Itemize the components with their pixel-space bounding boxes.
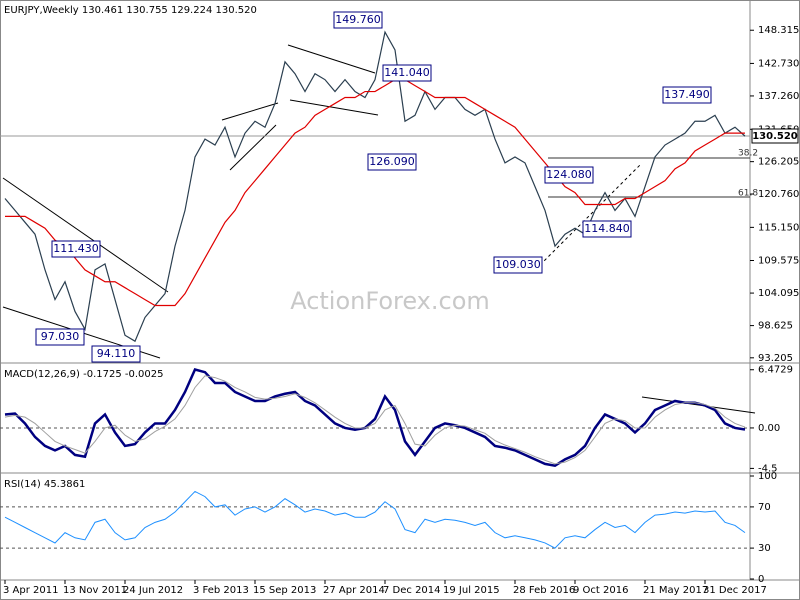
annotation: 111.430	[53, 242, 99, 255]
x-tick-label: 13 Nov 2011	[63, 585, 127, 596]
annotation-box	[51, 240, 101, 258]
x-tick-label: 27 Apr 2014	[323, 585, 385, 596]
y-tick-label: 30	[758, 543, 771, 554]
y-tick-label: 126.205	[758, 157, 799, 168]
trend-line	[289, 99, 379, 116]
annotation: 124.080	[546, 168, 592, 181]
annotation: 149.760	[335, 13, 381, 26]
annotation: 61.8	[738, 189, 758, 199]
x-tick-label: 15 Sep 2013	[253, 585, 316, 596]
series-line	[5, 79, 745, 307]
annotation-box	[91, 345, 141, 363]
y-tick-label: 120.760	[758, 189, 799, 200]
annotation-box	[662, 86, 712, 104]
annotation: 141.040	[384, 66, 430, 79]
annotation: 97.030	[41, 330, 80, 343]
annotation: 109.030	[495, 258, 541, 271]
annotation: 38.2	[738, 149, 758, 159]
trend-line	[287, 44, 376, 74]
y-tick-label: 93.205	[758, 353, 793, 364]
y-tick-label: 109.575	[758, 256, 799, 267]
annotation: 137.490	[664, 88, 710, 101]
annotation-box	[544, 166, 594, 184]
annotation-box	[367, 153, 417, 171]
annotation-box	[382, 64, 432, 82]
panel-title: MACD(12,26,9) -0.1725 -0.0025	[4, 369, 164, 380]
annotation-box	[333, 11, 383, 29]
trend-line	[2, 177, 169, 293]
y-tick-label: 0.00	[758, 423, 780, 434]
y-tick-label: 104.095	[758, 288, 799, 299]
x-tick-label: 31 Dec 2017	[703, 585, 767, 596]
x-tick-label: 9 Oct 2016	[573, 585, 628, 596]
y-tick-label: 148.315	[758, 25, 799, 36]
annotation: 126.090	[369, 155, 415, 168]
y-tick-label: -4.5	[758, 463, 778, 474]
x-tick-label: 21 May 2017	[643, 585, 708, 596]
last-price-box	[751, 128, 799, 144]
watermark: ActionForex.com	[290, 287, 490, 315]
y-tick-label: 100	[758, 471, 777, 482]
x-tick-label: 3 Apr 2011	[3, 585, 58, 596]
last-price-label: 130.520	[752, 131, 798, 142]
trend-line	[229, 124, 277, 171]
panel-title: EURJPY,Weekly 130.461 130.755 129.224 13…	[4, 5, 257, 16]
y-tick-label: 0	[758, 574, 764, 585]
annotation-box	[493, 256, 543, 274]
y-tick-label: 70	[758, 502, 771, 513]
series-line	[4, 30, 746, 343]
x-tick-label: 7 Dec 2014	[383, 585, 441, 596]
x-tick-label: 3 Feb 2013	[193, 585, 249, 596]
trend-line	[221, 102, 279, 121]
y-tick-label: 98.625	[758, 321, 793, 332]
annotation: 114.840	[584, 222, 630, 235]
y-tick-label: 142.730	[758, 58, 799, 69]
y-tick-label: 115.150	[758, 222, 799, 233]
annotation-box	[582, 220, 632, 238]
x-tick-label: 24 Jun 2012	[123, 585, 183, 596]
panel-title: RSI(14) 45.3861	[4, 479, 85, 490]
series-line	[4, 490, 746, 549]
y-tick-label: 6.4729	[758, 365, 793, 376]
x-tick-label: 28 Feb 2016	[513, 585, 575, 596]
series-line	[4, 375, 746, 465]
series-line	[4, 368, 746, 468]
annotation: 94.110	[97, 347, 136, 360]
y-tick-label: 137.260	[758, 91, 799, 102]
annotation-box	[35, 328, 85, 346]
x-tick-label: 19 Jul 2015	[443, 585, 500, 596]
